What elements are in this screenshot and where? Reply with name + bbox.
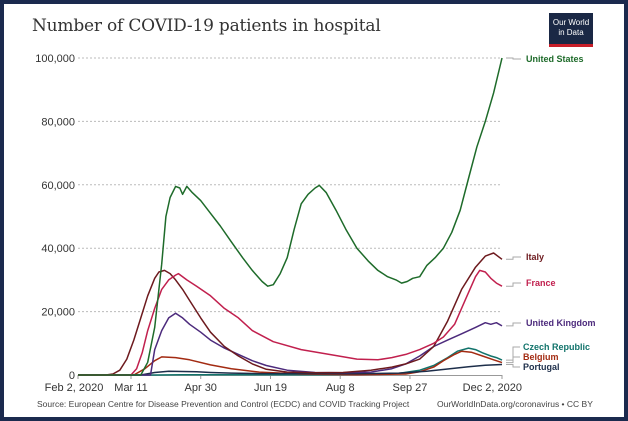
x-tick-label: Jun 19 [254,382,287,394]
legend-connector [506,356,520,364]
legend-item-united-states[interactable]: United States [506,54,584,64]
logo-line1: Our World [552,18,590,27]
x-tick-label: Sep 27 [393,382,428,394]
y-axis-ticks: 0 20,000 40,000 60,000 80,000 100,000 [35,53,75,382]
y-tick-label: 0 [69,370,75,382]
source-note: Source: European Centre for Disease Prev… [37,399,410,409]
x-tick-label: Mar 11 [114,382,147,394]
series-line-united-kingdom[interactable] [78,312,503,376]
legend-label: France [526,278,556,288]
owid-logo[interactable]: Our World in Data [549,13,593,47]
gridlines [78,57,502,313]
series-line-czech-republic[interactable] [78,347,503,376]
y-tick-label: 60,000 [41,180,75,192]
legend-connector [506,282,521,287]
chart-title: Number of COVID-19 patients in hospital [32,16,381,36]
legend-connector [506,256,521,260]
legend-label: Italy [526,252,544,262]
legend-item-belgium[interactable]: Belgium [506,352,559,364]
y-tick-label: 100,000 [35,53,75,65]
series-line-italy[interactable] [78,252,503,376]
legend-item-france[interactable]: France [506,278,556,288]
legend-label: Belgium [523,352,559,362]
legend-label: Czech Republic [523,342,590,352]
x-tick-label: Apr 30 [185,382,217,394]
legend-item-portugal[interactable]: Portugal [506,362,560,372]
legend-connector [506,57,521,60]
y-tick-label: 40,000 [41,243,75,255]
series-lines [78,57,503,376]
x-tick-label: Aug 8 [326,382,355,394]
legend-label: United Kingdom [526,318,596,328]
y-tick-label: 80,000 [41,116,75,128]
legend-label: Portugal [523,362,560,372]
x-axis: Feb 2, 2020 Mar 11 Apr 30 Jun 19 Aug 8 Sep 27… [45,375,522,394]
legend-item-united-kingdom[interactable]: United Kingdom [506,318,596,328]
legend-item-czech-republic[interactable]: Czech Republic [506,342,590,361]
legend-item-italy[interactable]: Italy [506,252,544,262]
series-line-united-states[interactable] [78,57,503,376]
legend-label: United States [526,54,584,64]
series-line-portugal[interactable] [78,363,503,376]
legend-connector [506,346,520,361]
legend-connector [506,364,520,368]
x-tick-label: Dec 2, 2020 [463,382,522,394]
logo-line2: in Data [558,28,584,37]
credit-link[interactable]: OurWorldInData.org/coronavirus • CC BY [437,399,593,409]
x-tick-label: Feb 2, 2020 [45,382,104,394]
legend: United States Italy France United Kingdom Cz… [506,54,596,372]
y-tick-label: 20,000 [41,307,75,319]
legend-connector [506,322,521,327]
series-line-france[interactable] [78,269,503,376]
